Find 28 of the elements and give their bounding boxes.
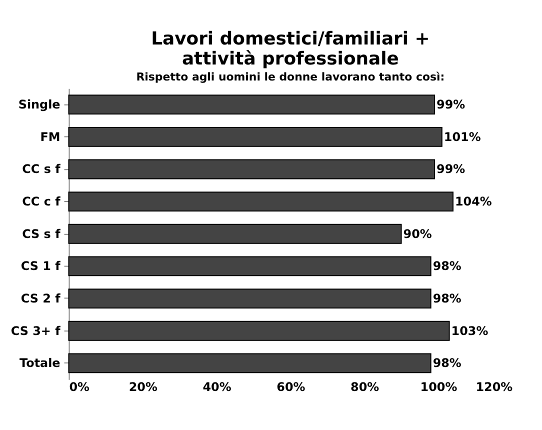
y-tick-label: Single [18, 98, 60, 112]
data-label: 101% [444, 130, 481, 144]
data-label: 103% [451, 324, 488, 338]
data-label: 98% [432, 356, 462, 370]
text: Lavori domestici/familiari + [151, 28, 430, 50]
x-tick-label: 80% [350, 380, 380, 394]
chart-subtitle: Rispetto agli uomini le donne lavorano tanto così: [136, 70, 445, 84]
y-tick-label: Totale [20, 356, 60, 370]
y-tick-label: CS 1 f [20, 259, 62, 274]
y-tick-label: CC c f [22, 194, 62, 209]
x-tick-label: 120% [476, 380, 513, 394]
data-label: 98% [432, 292, 462, 306]
x-tick-label: 100% [420, 380, 458, 394]
y-tick-label: CS s f [22, 226, 62, 241]
y-tick-label: CS 3+ f [10, 324, 62, 338]
y-tick-label: CC s f [22, 162, 62, 176]
text: attività professionale [182, 48, 399, 70]
data-label: 98% [432, 259, 462, 274]
x-tick-label: 0% [69, 380, 90, 394]
data-label: 99% [436, 98, 466, 112]
x-tick-label: 40% [202, 380, 232, 394]
data-label: 90% [403, 226, 432, 241]
x-tick-label: 20% [128, 380, 158, 394]
data-label: 104% [454, 194, 492, 209]
data-label: 99% [436, 162, 466, 176]
y-tick-label: FM [40, 130, 60, 144]
y-tick-label: CS 2 f [20, 292, 62, 306]
x-tick-label: 60% [276, 380, 306, 394]
